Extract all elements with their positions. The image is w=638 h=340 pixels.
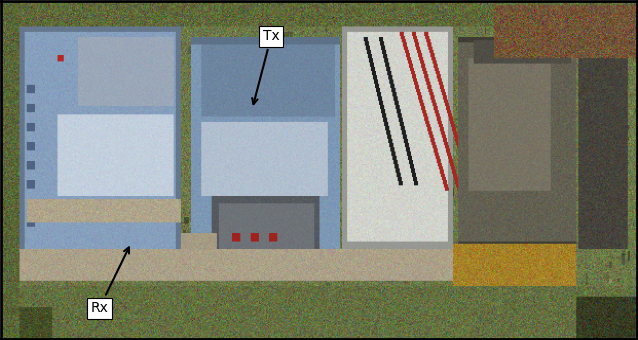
Text: Rx: Rx — [91, 248, 129, 315]
Text: Tx: Tx — [252, 29, 279, 104]
